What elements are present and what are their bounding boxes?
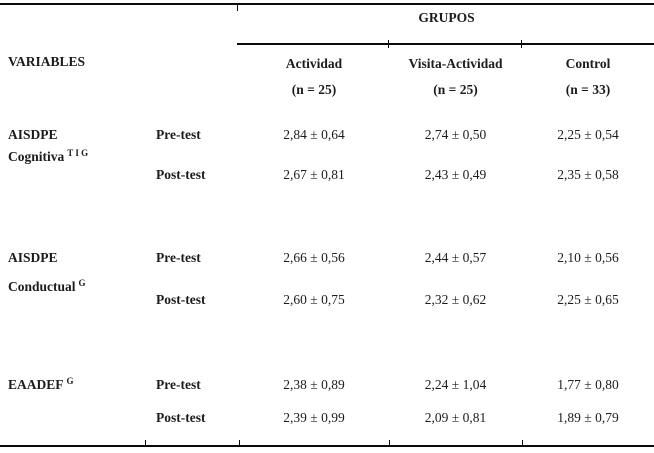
column-header-control-n: (n = 33): [565, 82, 611, 97]
post-test-label: Post-test: [156, 410, 206, 425]
grupos-underline-rule: [237, 43, 654, 45]
cell-value: 2,35 ± 0,58: [557, 167, 619, 182]
column-header-visita-actividad: Visita-Actividad: [408, 56, 503, 71]
cell-value: 2,24 ± 1,04: [424, 377, 487, 392]
post-test-label: Post-test: [156, 292, 206, 307]
bottom-rule-tick-1: [145, 440, 146, 447]
cell-value: 2,66 ± 0,56: [283, 250, 345, 265]
variable-superscript: G: [78, 278, 86, 288]
cell-value: 2,60 ± 0,75: [283, 292, 345, 307]
bottom-rule-tick-3: [389, 440, 390, 447]
variable-text: Conductual: [8, 279, 76, 294]
post-test-label: Post-test: [156, 167, 206, 182]
column-header-visita-actividad-n: (n = 25): [433, 82, 478, 97]
column-header-actividad-n: (n = 25): [291, 82, 337, 97]
pre-test-label: Pre-test: [156, 250, 201, 265]
cell-value: 2,38 ± 0,89: [283, 377, 345, 392]
bottom-rule-tick-2: [239, 440, 240, 447]
bottom-rule: [0, 445, 654, 447]
cell-value: 1,77 ± 0,80: [557, 377, 619, 392]
variable-name-line1: EAADEF G: [8, 376, 74, 394]
cell-value: 2,09 ± 0,81: [424, 410, 487, 425]
variables-header: VARIABLES: [8, 54, 86, 69]
pre-test-label: Pre-test: [156, 127, 201, 142]
variable-name-line2: Conductual G: [8, 278, 86, 296]
top-rule-column-tick: [237, 5, 238, 11]
variable-text: EAADEF: [8, 377, 64, 392]
cell-value: 2,25 ± 0,54: [557, 127, 619, 142]
column-header-control: Control: [565, 56, 611, 71]
cell-value: 2,67 ± 0,81: [283, 167, 345, 182]
column-header-actividad: Actividad: [285, 56, 343, 71]
grupos-rule-tick-1: [388, 40, 389, 48]
grupos-rule-tick-2: [521, 40, 522, 48]
variable-name-line1: AISDPE: [8, 250, 58, 265]
variable-name-line1: AISDPE: [8, 127, 58, 142]
bottom-rule-tick-4: [522, 440, 523, 447]
pre-test-label: Pre-test: [156, 377, 201, 392]
cell-value: 2,10 ± 0,56: [557, 250, 619, 265]
variable-superscript: T I G: [67, 148, 89, 158]
variable-name-line2: Cognitiva T I G: [8, 148, 88, 166]
cell-value: 2,44 ± 0,57: [424, 250, 487, 265]
cell-value: 2,25 ± 0,65: [557, 292, 619, 307]
variable-text: Cognitiva: [8, 149, 65, 164]
variable-superscript: G: [66, 376, 74, 386]
grupos-header: GRUPOS: [418, 10, 475, 25]
cell-value: 2,32 ± 0,62: [424, 292, 487, 307]
cell-value: 2,74 ± 0,50: [424, 127, 487, 142]
cell-value: 1,89 ± 0,79: [557, 410, 619, 425]
cell-value: 2,84 ± 0,64: [283, 127, 345, 142]
cell-value: 2,43 ± 0,49: [424, 167, 487, 182]
top-rule: [0, 3, 654, 5]
cell-value: 2,39 ± 0,99: [283, 410, 345, 425]
